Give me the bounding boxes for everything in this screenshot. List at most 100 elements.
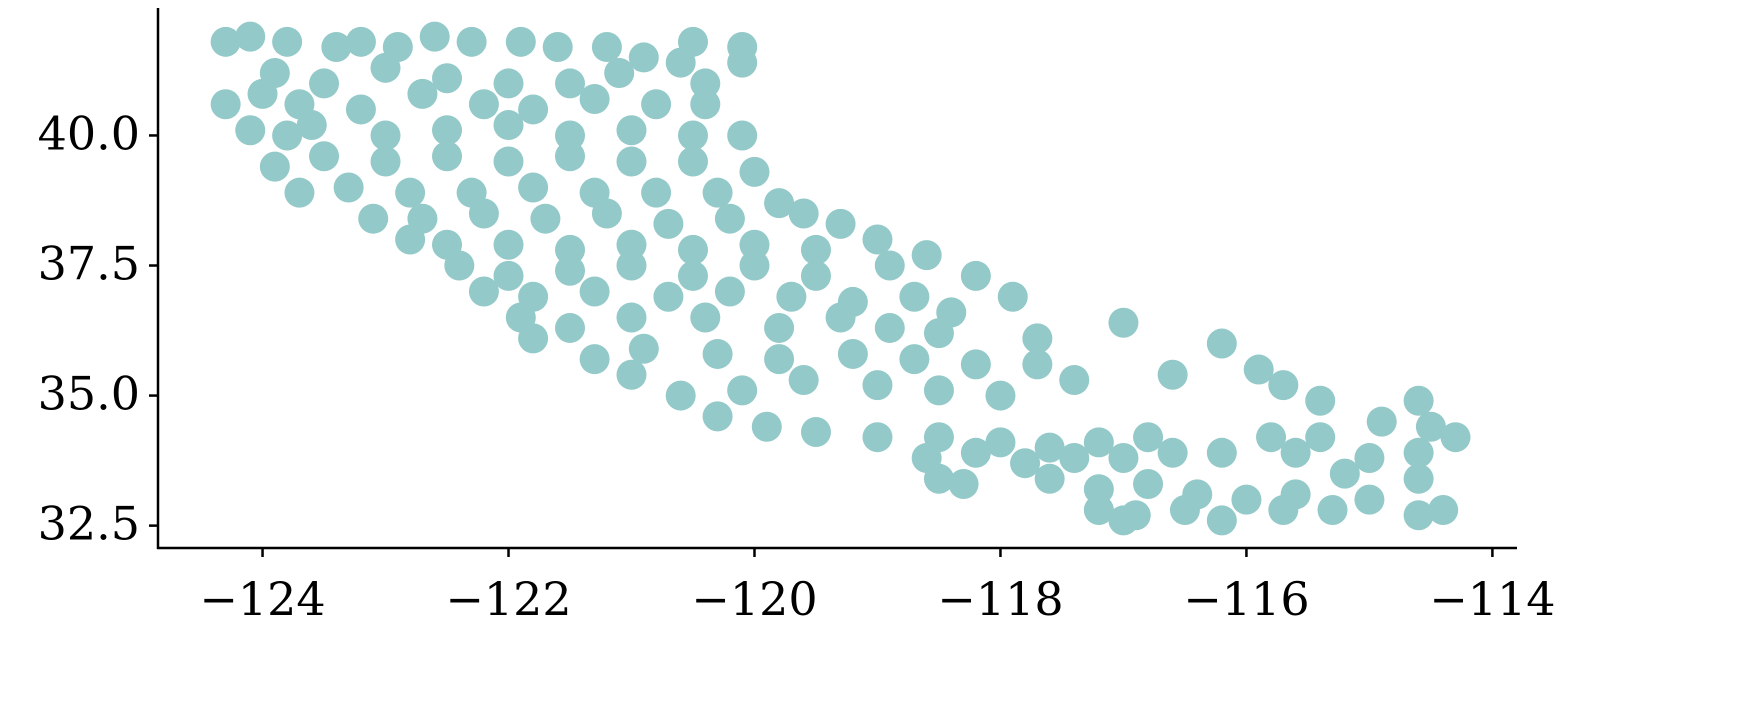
point: [284, 177, 315, 208]
point: [1059, 364, 1090, 395]
point: [493, 110, 524, 141]
point: [518, 94, 549, 125]
point: [235, 115, 266, 146]
point: [702, 401, 733, 432]
point: [764, 312, 795, 343]
point: [1305, 422, 1336, 453]
point: [321, 32, 352, 63]
point: [714, 276, 745, 307]
point: [591, 198, 622, 229]
point: [1403, 500, 1434, 531]
x-tick-label: −116: [1183, 572, 1309, 626]
point: [345, 26, 376, 57]
point: [862, 422, 893, 453]
point: [837, 338, 868, 369]
point: [616, 115, 647, 146]
point: [899, 344, 930, 375]
point: [370, 120, 401, 151]
point: [702, 177, 733, 208]
x-tick-label: −118: [937, 572, 1063, 626]
point: [432, 63, 463, 94]
point: [432, 141, 463, 172]
y-tick-label: 40.0: [38, 106, 140, 160]
point: [665, 380, 696, 411]
point: [1403, 437, 1434, 468]
point: [1034, 432, 1065, 463]
point: [727, 47, 758, 78]
point: [518, 323, 549, 354]
point: [1428, 495, 1459, 526]
point: [776, 281, 807, 312]
point: [555, 312, 586, 343]
x-tick-label: −122: [445, 572, 571, 626]
point: [653, 281, 684, 312]
point: [247, 78, 278, 109]
point: [493, 260, 524, 291]
point: [272, 120, 303, 151]
point: [542, 32, 573, 63]
x-tick-label: −124: [199, 572, 325, 626]
point: [739, 156, 770, 187]
point: [407, 78, 438, 109]
point: [345, 94, 376, 125]
point: [555, 120, 586, 151]
point: [432, 115, 463, 146]
point: [1108, 307, 1139, 338]
point: [468, 198, 499, 229]
point: [1206, 505, 1237, 536]
point: [1157, 359, 1188, 390]
point: [395, 224, 426, 255]
point: [616, 146, 647, 177]
point: [616, 229, 647, 260]
point: [235, 21, 266, 52]
point: [800, 416, 831, 447]
point: [677, 146, 708, 177]
point: [1415, 411, 1446, 442]
point: [333, 172, 364, 203]
point: [628, 42, 659, 73]
point: [309, 68, 340, 99]
point: [1010, 448, 1041, 479]
point: [395, 177, 426, 208]
point: [923, 463, 954, 494]
point: [985, 380, 1016, 411]
point: [468, 276, 499, 307]
point: [628, 333, 659, 364]
point: [1268, 370, 1299, 401]
point: [1317, 495, 1348, 526]
point: [764, 188, 795, 219]
x-tick-label: −114: [1429, 572, 1555, 626]
point: [960, 260, 991, 291]
point: [862, 370, 893, 401]
point: [518, 172, 549, 203]
point: [1108, 505, 1139, 536]
y-tick-label: 37.5: [38, 237, 140, 291]
point: [641, 89, 672, 120]
point: [370, 146, 401, 177]
point: [1280, 437, 1311, 468]
point: [727, 375, 758, 406]
point: [616, 302, 647, 333]
point: [899, 281, 930, 312]
point: [960, 437, 991, 468]
point: [210, 89, 241, 120]
point: [555, 234, 586, 265]
point: [591, 32, 622, 63]
point: [825, 208, 856, 239]
point: [456, 26, 487, 57]
point: [530, 203, 561, 234]
point: [370, 52, 401, 83]
point: [739, 250, 770, 281]
point: [358, 203, 389, 234]
point: [751, 411, 782, 442]
point: [1354, 484, 1385, 515]
point: [1133, 422, 1164, 453]
point: [677, 234, 708, 265]
point: [727, 120, 758, 151]
point: [1108, 443, 1139, 473]
point: [800, 234, 831, 265]
point: [579, 84, 610, 115]
point: [923, 318, 954, 349]
point: [579, 276, 610, 307]
